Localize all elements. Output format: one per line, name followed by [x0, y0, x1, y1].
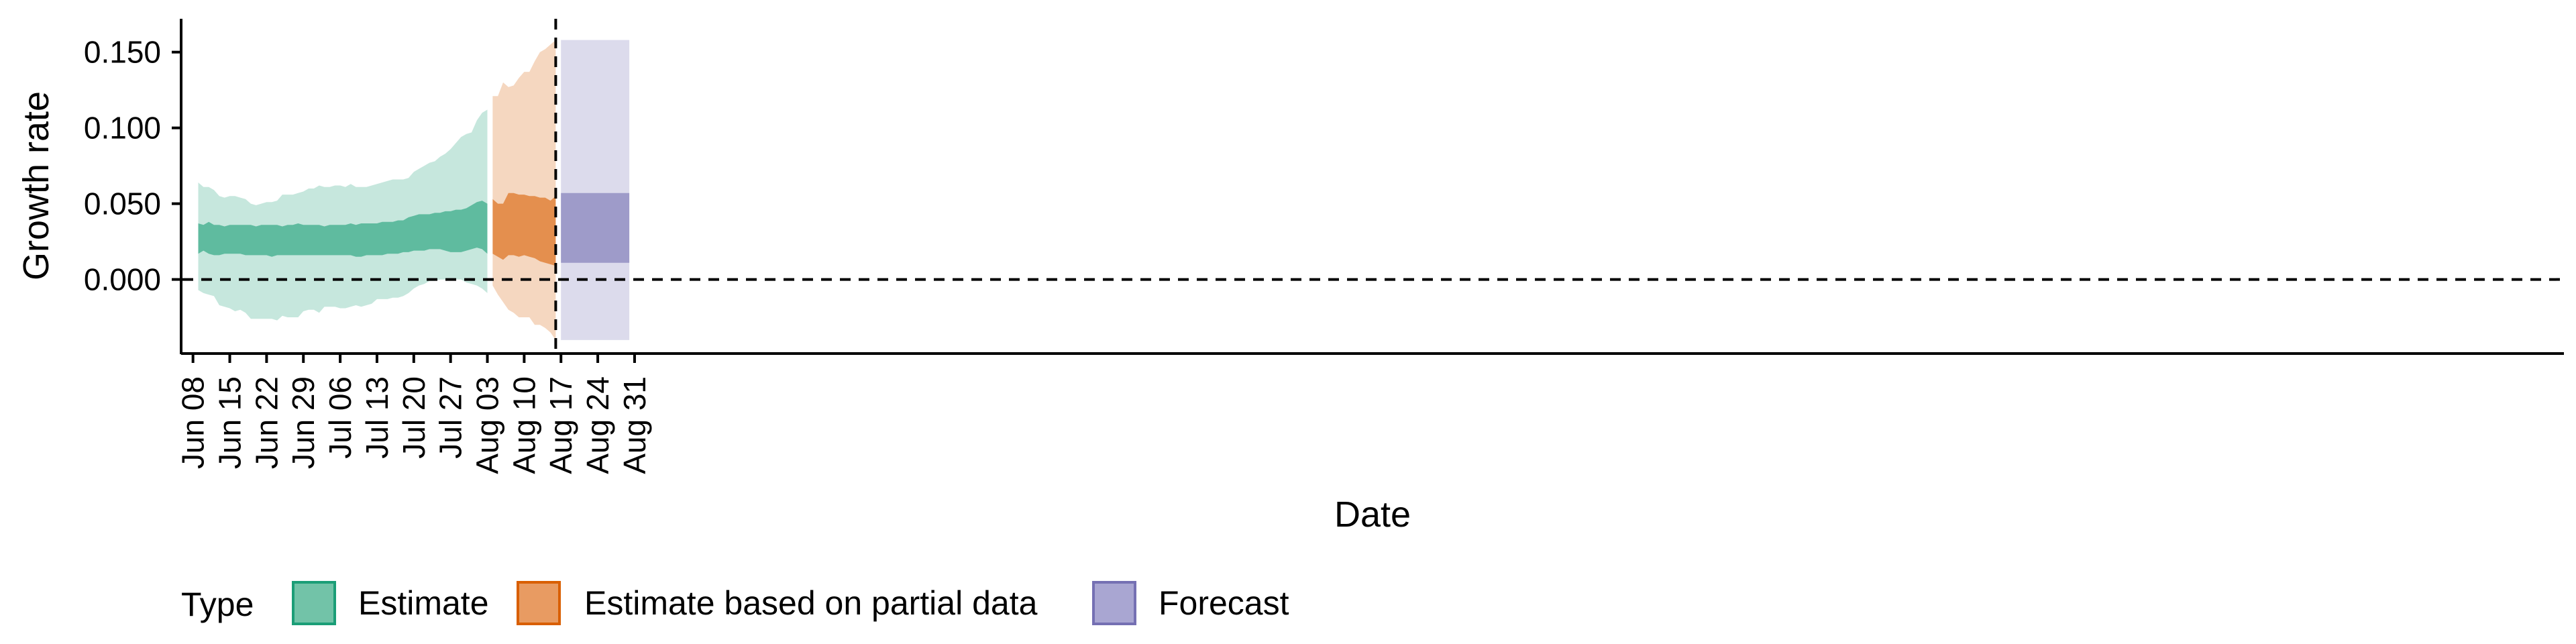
x-tick-label: Aug 03 — [470, 376, 505, 474]
band-50-estimate — [198, 201, 488, 257]
legend-item-partial: Estimate based on partial data — [517, 581, 1038, 625]
x-tick-label: Jul 06 — [323, 376, 358, 459]
x-tick-label: Aug 31 — [617, 376, 652, 474]
y-tick-label: 0.150 — [84, 35, 161, 70]
legend-label-estimate: Estimate — [358, 584, 489, 622]
legend-label-forecast: Forecast — [1159, 584, 1289, 622]
x-tick-label: Jun 08 — [176, 376, 211, 469]
legend-swatch-forecast — [1092, 581, 1136, 625]
legend-swatch-partial — [517, 581, 561, 625]
y-axis-ticks: 0.000 0.050 0.100 0.150 — [84, 35, 181, 297]
band-90-estimate — [198, 109, 488, 321]
x-tick-label: Jun 29 — [286, 376, 321, 469]
legend-item-forecast: Forecast — [1092, 581, 1289, 625]
legend: Type Estimate Estimate based on partial … — [181, 581, 1289, 625]
x-axis-title: Date — [1334, 494, 1411, 535]
x-tick-label: Jul 20 — [396, 376, 431, 459]
x-tick-label: Jul 13 — [360, 376, 394, 459]
y-tick-label: 0.000 — [84, 262, 161, 297]
plot-area — [182, 19, 2564, 352]
legend-item-estimate: Estimate — [292, 581, 489, 625]
y-tick-label: 0.050 — [84, 186, 161, 221]
legend-title: Type — [181, 586, 254, 623]
band-90-forecast — [561, 40, 630, 340]
x-tick-label: Aug 10 — [506, 376, 541, 474]
x-axis-ticks: Jun 08 Jun 15 Jun 22 Jun 29 Jul 06 Jul 13 Jul … — [176, 354, 652, 474]
x-tick-label: Jul 27 — [433, 376, 468, 459]
y-tick-label: 0.100 — [84, 111, 161, 146]
legend-swatch-estimate — [292, 581, 336, 625]
y-axis-title: Growth rate — [16, 91, 56, 280]
x-tick-label: Aug 17 — [543, 376, 578, 474]
x-tick-label: Jun 22 — [249, 376, 284, 469]
legend-label-partial: Estimate based on partial data — [584, 584, 1038, 622]
band-50-estimate-based-on-partial-data — [492, 193, 556, 266]
band-90-estimate-based-on-partial-data — [492, 40, 556, 340]
band-50-forecast — [561, 193, 630, 263]
x-tick-label: Aug 24 — [580, 376, 615, 474]
x-tick-label: Jun 15 — [213, 376, 248, 469]
